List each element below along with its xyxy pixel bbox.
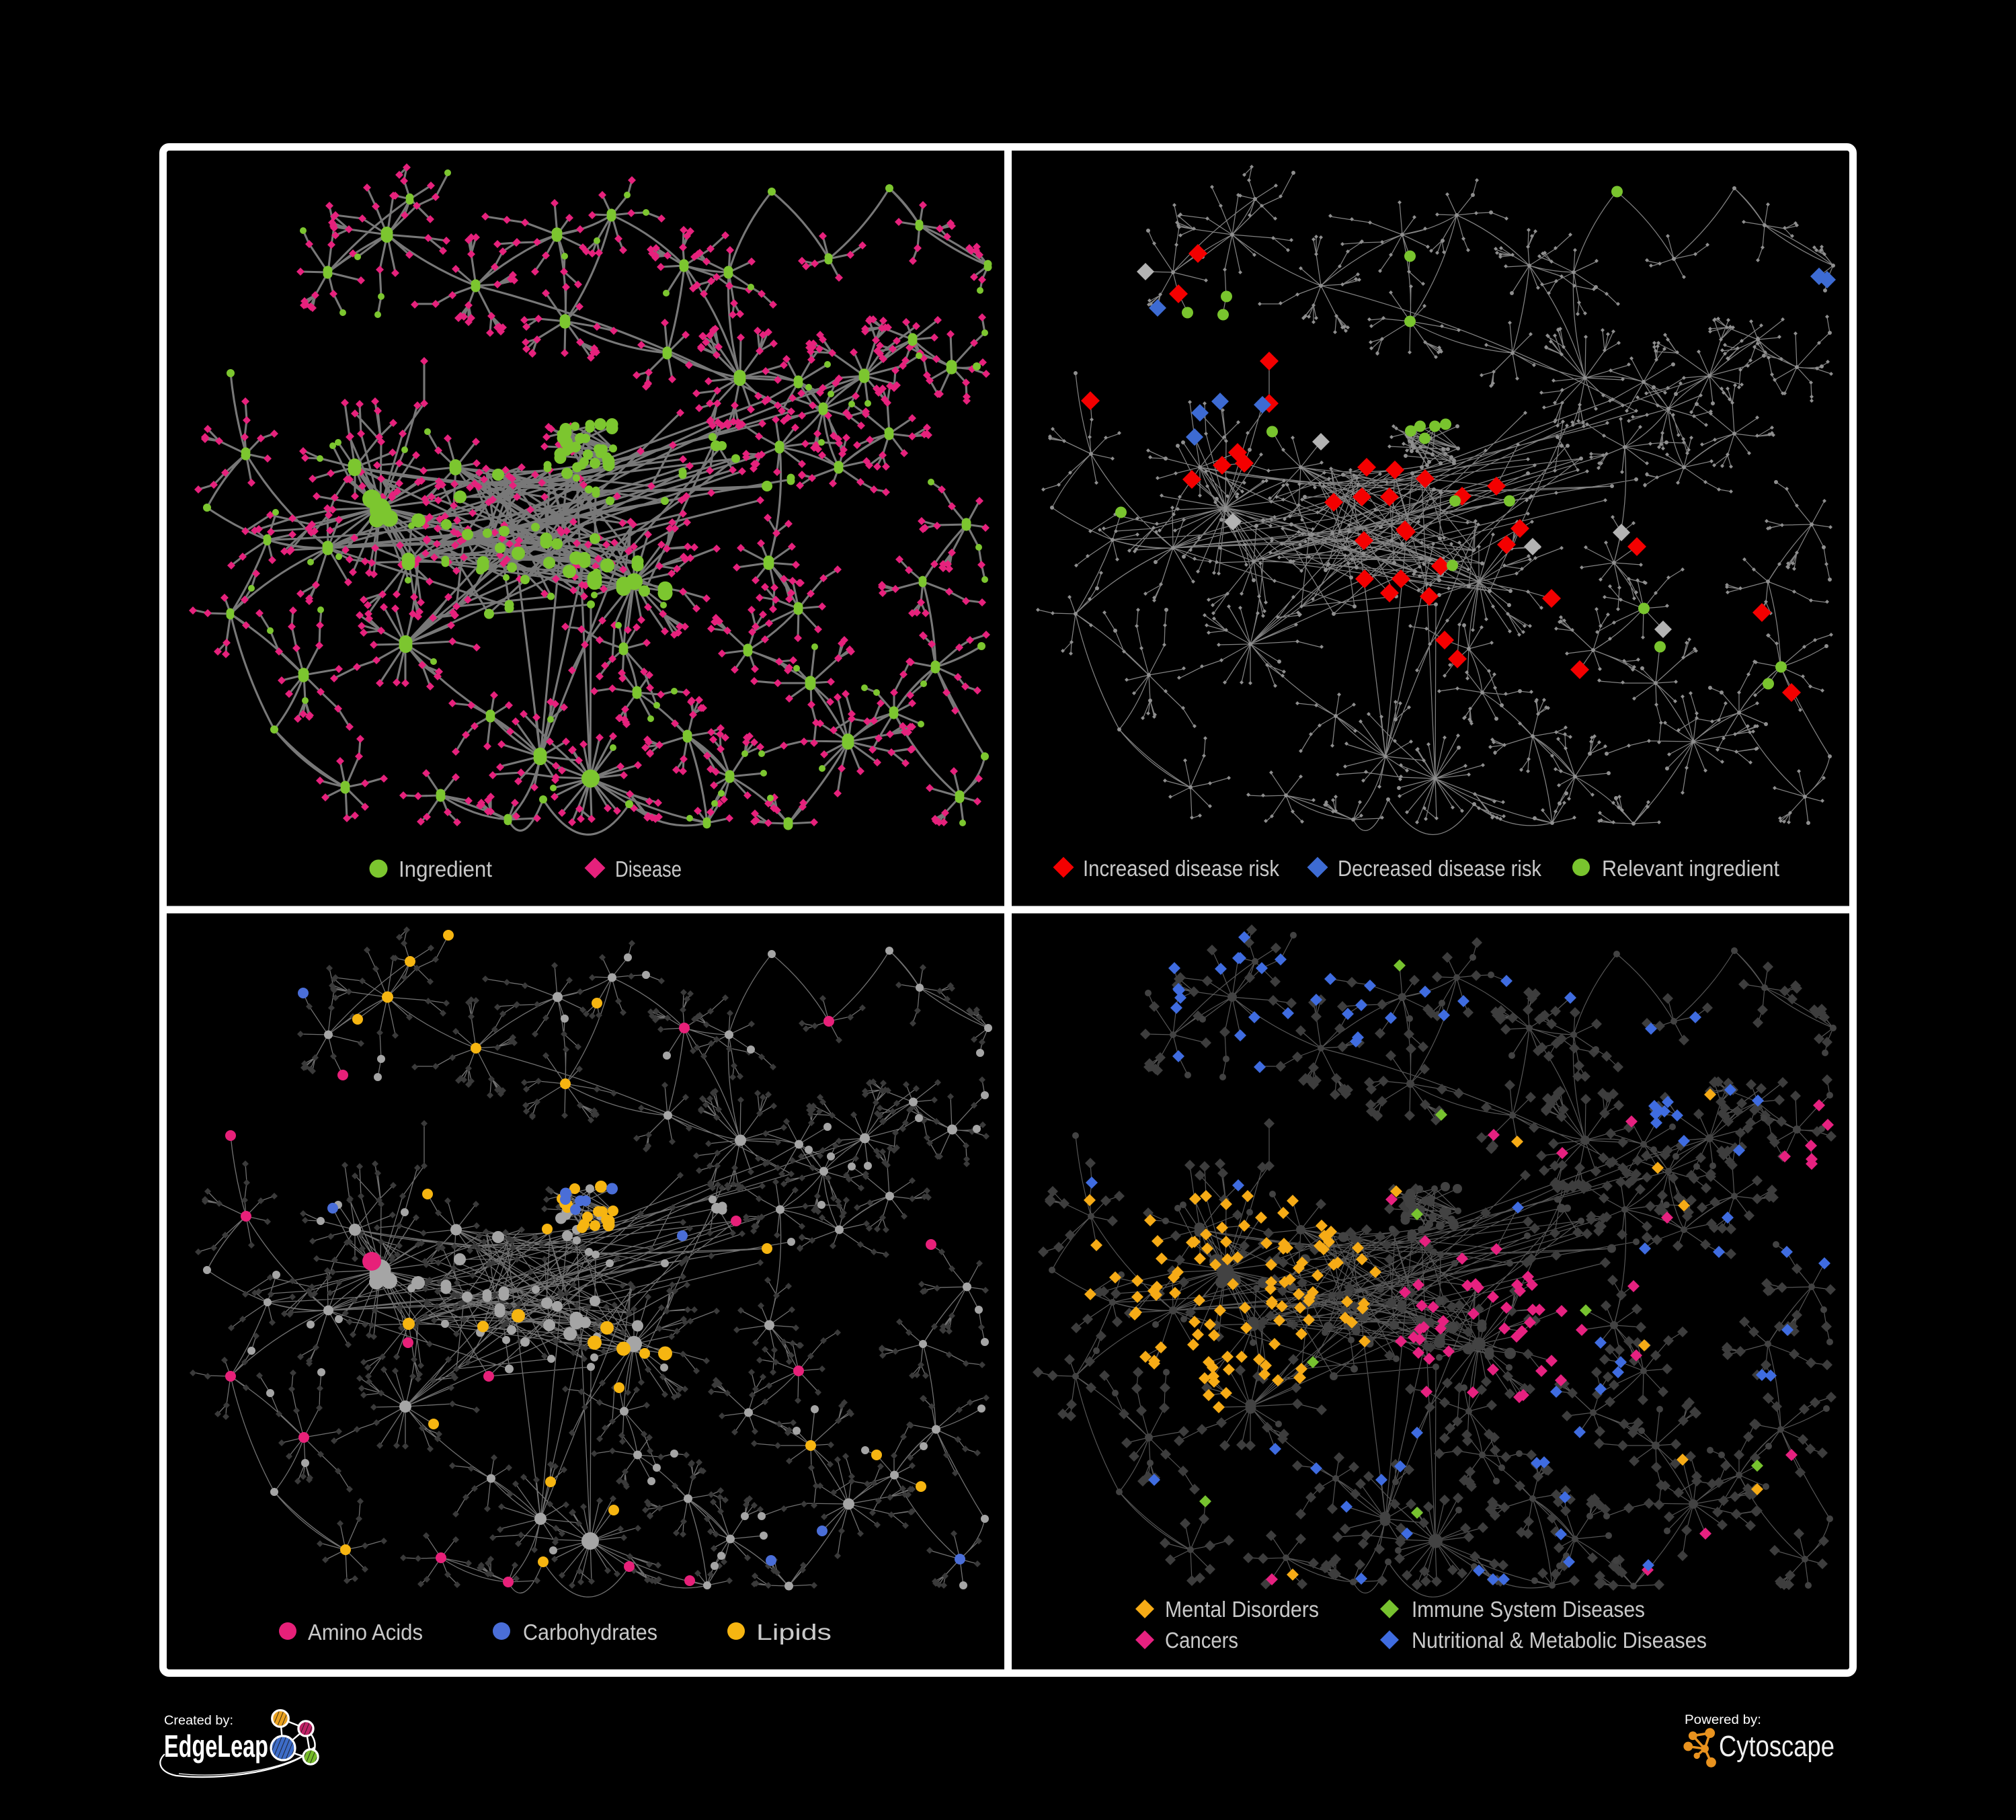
svg-text:Increased disease risk: Increased disease risk: [1083, 856, 1279, 881]
svg-text:Immune System Diseases: Immune System Diseases: [1412, 1597, 1645, 1622]
svg-text:Ingredient: Ingredient: [399, 857, 492, 881]
svg-text:Disease: Disease: [615, 857, 682, 881]
svg-text:Mental Disorders: Mental Disorders: [1165, 1597, 1319, 1622]
svg-text:Relevant ingredient: Relevant ingredient: [1602, 856, 1779, 881]
svg-text:Cytoscape: Cytoscape: [1719, 1730, 1834, 1763]
svg-text:Cancers: Cancers: [1165, 1628, 1238, 1653]
svg-text:Amino Acids: Amino Acids: [308, 1620, 423, 1645]
svg-text:Decreased disease risk: Decreased disease risk: [1338, 856, 1541, 881]
svg-text:Created by:: Created by:: [164, 1714, 233, 1728]
svg-text:EdgeLeap: EdgeLeap: [164, 1729, 268, 1764]
svg-text:Lipids: Lipids: [756, 1620, 832, 1645]
svg-text:Powered by:: Powered by:: [1685, 1713, 1761, 1727]
svg-text:Carbohydrates: Carbohydrates: [523, 1620, 657, 1645]
svg-text:Nutritional & Metabolic Diseas: Nutritional & Metabolic Diseases: [1412, 1628, 1707, 1653]
